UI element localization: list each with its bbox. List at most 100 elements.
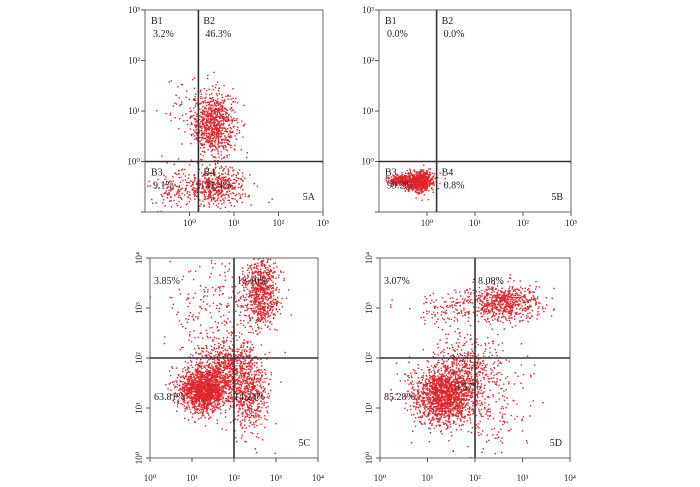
- data-point: [242, 175, 244, 177]
- data-point: [219, 375, 221, 377]
- data-point: [203, 397, 205, 400]
- data-point: [190, 377, 193, 379]
- data-point: [253, 421, 255, 424]
- data-point: [237, 383, 240, 385]
- data-point: [242, 401, 245, 403]
- data-point: [220, 141, 222, 144]
- data-point: [215, 388, 217, 390]
- data-point: [398, 181, 400, 184]
- data-point: [215, 135, 218, 137]
- data-point: [201, 121, 203, 123]
- data-point: [197, 408, 200, 410]
- data-point: [226, 382, 228, 384]
- data-point: [210, 110, 213, 112]
- data-point: [244, 409, 246, 411]
- data-point: [228, 140, 230, 142]
- data-point: [218, 342, 220, 344]
- data-point: [196, 183, 198, 185]
- data-point: [199, 372, 201, 374]
- data-point: [222, 102, 225, 104]
- data-point: [190, 185, 193, 187]
- data-point: [187, 376, 190, 378]
- data-point: [199, 370, 201, 372]
- data-point: [171, 367, 174, 369]
- data-point: [409, 186, 411, 189]
- data-point: [247, 196, 249, 198]
- data-point: [193, 98, 195, 101]
- data-point: [245, 392, 247, 394]
- data-point: [209, 97, 211, 99]
- data-point: [224, 411, 227, 414]
- data-point: [227, 385, 229, 387]
- data-point: [182, 370, 184, 373]
- data-point: [261, 397, 264, 399]
- data-point: [203, 109, 205, 112]
- data-point: [253, 381, 255, 384]
- data-point: [186, 406, 188, 408]
- data-point: [419, 176, 422, 178]
- data-point: [238, 405, 241, 407]
- data-point: [195, 385, 198, 387]
- data-point: [178, 185, 181, 187]
- data-point: [185, 113, 187, 115]
- data-point: [252, 381, 254, 384]
- data-point: [409, 185, 411, 188]
- data-point: [220, 179, 223, 182]
- data-point: [180, 188, 182, 191]
- data-point: [165, 192, 167, 194]
- data-point: [212, 396, 214, 399]
- data-point: [247, 340, 249, 343]
- data-point: [207, 407, 209, 409]
- data-point: [203, 173, 205, 176]
- data-point: [254, 412, 257, 415]
- data-point: [179, 196, 181, 199]
- data-point: [199, 377, 201, 379]
- data-point: [235, 383, 238, 385]
- data-point: [390, 179, 392, 181]
- data-point: [241, 351, 243, 354]
- data-point: [218, 359, 220, 362]
- data-point: [256, 378, 258, 380]
- data-point: [194, 121, 197, 123]
- data-point: [254, 365, 256, 367]
- data-point: [424, 185, 427, 187]
- data-point: [226, 131, 228, 133]
- data-point: [218, 393, 221, 395]
- data-point: [218, 402, 220, 405]
- data-point: [168, 192, 170, 195]
- data-point: [219, 380, 221, 382]
- data-point: [230, 353, 232, 355]
- data-point: [199, 394, 201, 397]
- data-point: [212, 340, 214, 342]
- data-point: [235, 97, 237, 100]
- data-point: [248, 385, 250, 387]
- data-point: [212, 373, 214, 375]
- data-point: [184, 389, 186, 391]
- data-point: [234, 379, 236, 381]
- data-point: [184, 408, 186, 410]
- data-point: [220, 396, 223, 398]
- data-point: [217, 396, 219, 399]
- data-point: [217, 120, 219, 122]
- data-point: [167, 186, 169, 188]
- data-point: [210, 416, 212, 418]
- data-point: [215, 368, 217, 370]
- data-point: [202, 400, 204, 402]
- data-point: [202, 122, 204, 124]
- data-point: [214, 174, 216, 176]
- data-point: [233, 178, 235, 181]
- data-point: [227, 379, 229, 382]
- data-point: [248, 365, 250, 368]
- data-point: [216, 392, 218, 394]
- data-point: [208, 383, 211, 386]
- data-point: [226, 156, 228, 158]
- data-point: [218, 371, 221, 374]
- data-point: [211, 358, 214, 360]
- data-point: [206, 139, 209, 141]
- data-point: [403, 178, 405, 180]
- data-point: [240, 385, 243, 387]
- dot-cloud: [149, 257, 292, 455]
- data-point: [202, 374, 204, 376]
- data-point: [235, 365, 237, 367]
- data-point: [205, 128, 208, 130]
